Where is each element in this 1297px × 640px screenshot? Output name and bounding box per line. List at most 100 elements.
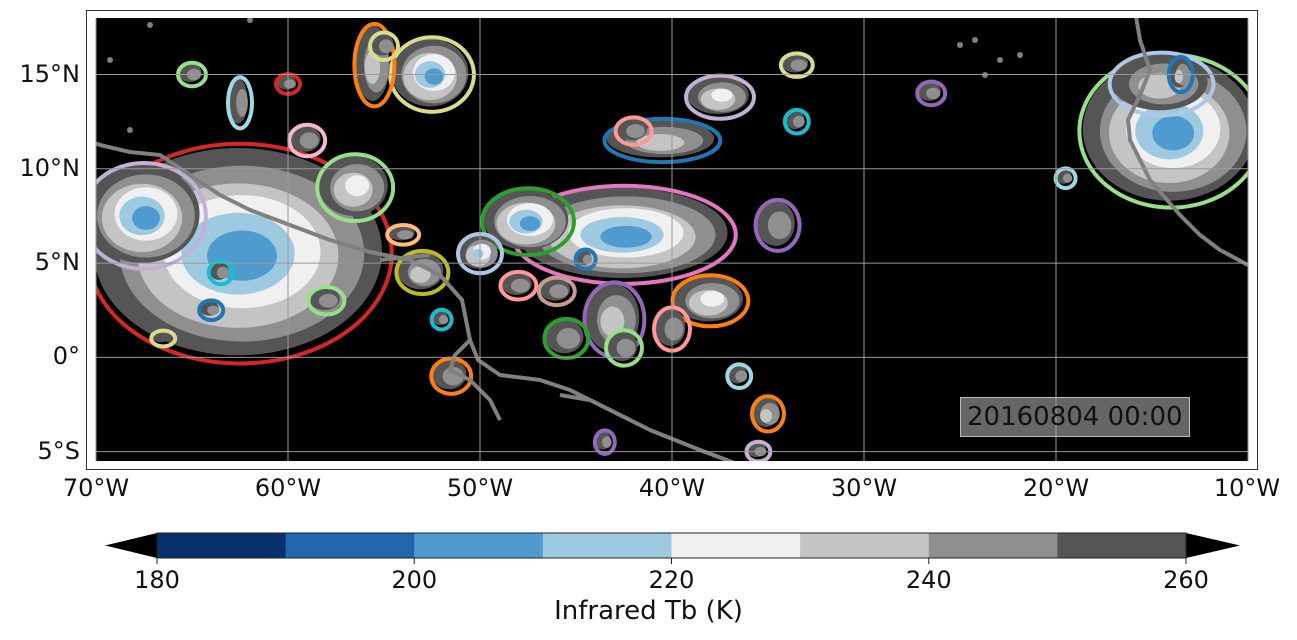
cloud-system	[604, 328, 644, 368]
storm-outline	[536, 275, 577, 308]
tb-contour	[236, 88, 248, 117]
latitude-tick-label: 5°N	[34, 248, 80, 277]
cloud-system	[368, 30, 400, 63]
storm-outline	[385, 222, 422, 247]
storm-outline	[778, 51, 815, 79]
storm-outline	[197, 298, 226, 323]
tb-contour	[410, 266, 431, 283]
island	[957, 42, 963, 48]
storm-outline	[306, 285, 347, 317]
colorbar-tick-label: 180	[134, 566, 180, 594]
tb-contour	[792, 115, 805, 128]
colorbar-tick-label: 200	[391, 566, 438, 594]
storm-outline	[480, 186, 576, 257]
storm-outline	[604, 328, 644, 368]
tb-contour	[582, 254, 593, 264]
longitude-tick-label: 10°W	[1213, 474, 1281, 502]
tb-contour	[602, 436, 612, 448]
island	[147, 22, 153, 28]
storm-outline	[287, 122, 328, 159]
tb-contour	[284, 79, 296, 89]
tb-contour	[616, 338, 636, 358]
cloud-system	[149, 328, 178, 349]
island	[107, 57, 113, 63]
longitude-tick-label: 50°W	[446, 474, 514, 502]
tb-contour	[556, 328, 581, 349]
cloud-system	[725, 362, 754, 390]
longitude-tick-label: 20°W	[1022, 474, 1090, 502]
cloud-system	[456, 231, 504, 276]
colorbar-tick-label: 220	[648, 566, 695, 594]
tb-contour	[378, 39, 394, 54]
storm-outline	[684, 73, 756, 121]
tb-contour	[299, 132, 319, 149]
coastline	[1126, 18, 1248, 267]
storm-outline	[613, 115, 654, 147]
longitude-tick-label: 30°W	[830, 474, 898, 502]
cloud-system	[652, 305, 692, 353]
tb-contour	[700, 290, 725, 307]
latitude-tick-label: 5°S	[37, 436, 80, 465]
cloud-layer	[96, 18, 1248, 461]
cloud-system	[915, 79, 948, 108]
cloud-system	[542, 316, 591, 361]
cloud-system	[352, 21, 397, 109]
cloud-system	[536, 275, 577, 308]
storm-outline	[782, 107, 811, 136]
tb-contour	[711, 88, 733, 102]
tb-contour	[1174, 69, 1184, 84]
storm-outline	[149, 328, 178, 349]
tb-contour	[549, 284, 569, 299]
storm-outline	[753, 197, 802, 253]
cloud-system	[226, 75, 254, 131]
cloud-system	[287, 122, 328, 159]
tb-contour	[1062, 173, 1073, 183]
cloud-system	[306, 285, 347, 317]
cloud-system	[592, 428, 617, 456]
colorbar-title: Infrared Tb (K)	[554, 596, 743, 626]
storm-outline	[592, 428, 617, 456]
tb-contour	[345, 175, 370, 197]
storm-outline	[96, 160, 208, 271]
tb-contour	[790, 59, 808, 71]
island	[997, 57, 1003, 63]
cloud-system	[429, 307, 454, 332]
tb-contour	[664, 317, 684, 341]
storm-outline	[725, 362, 754, 390]
cloud-system	[206, 258, 235, 287]
storm-outline	[352, 21, 397, 109]
island	[247, 18, 253, 23]
longitude-tick-label: 40°W	[638, 474, 706, 502]
tb-contour	[472, 248, 484, 259]
tb-contour	[438, 314, 449, 325]
cloud-system	[498, 269, 539, 302]
cloud-system	[1107, 50, 1216, 118]
cloud-system	[480, 186, 576, 257]
storm-outline	[429, 356, 474, 396]
tb-contour	[442, 366, 464, 386]
storm-outline	[750, 394, 786, 434]
storm-outline	[96, 141, 394, 366]
storm-outline	[206, 258, 235, 287]
tb-contour	[760, 409, 772, 423]
cloud-system	[684, 73, 756, 121]
tb-contour	[735, 370, 748, 382]
storm-outline	[1107, 50, 1216, 118]
longitude-tick-label: 70°W	[62, 474, 130, 502]
cloud-system	[613, 115, 654, 147]
coastline	[559, 393, 631, 422]
tb-contour	[132, 206, 160, 230]
tb-contour	[216, 266, 229, 279]
cloud-system	[573, 247, 598, 272]
cloud-system	[197, 298, 226, 323]
latitude-tick-label: 0°	[52, 342, 80, 371]
cloud-system	[388, 35, 476, 114]
storm-outline	[368, 30, 400, 63]
storm-outline	[498, 269, 539, 302]
cloud-system	[96, 160, 208, 271]
storm-outline	[573, 247, 598, 272]
island	[1017, 52, 1023, 58]
cloud-system	[315, 152, 396, 224]
cloud-system	[176, 60, 208, 89]
